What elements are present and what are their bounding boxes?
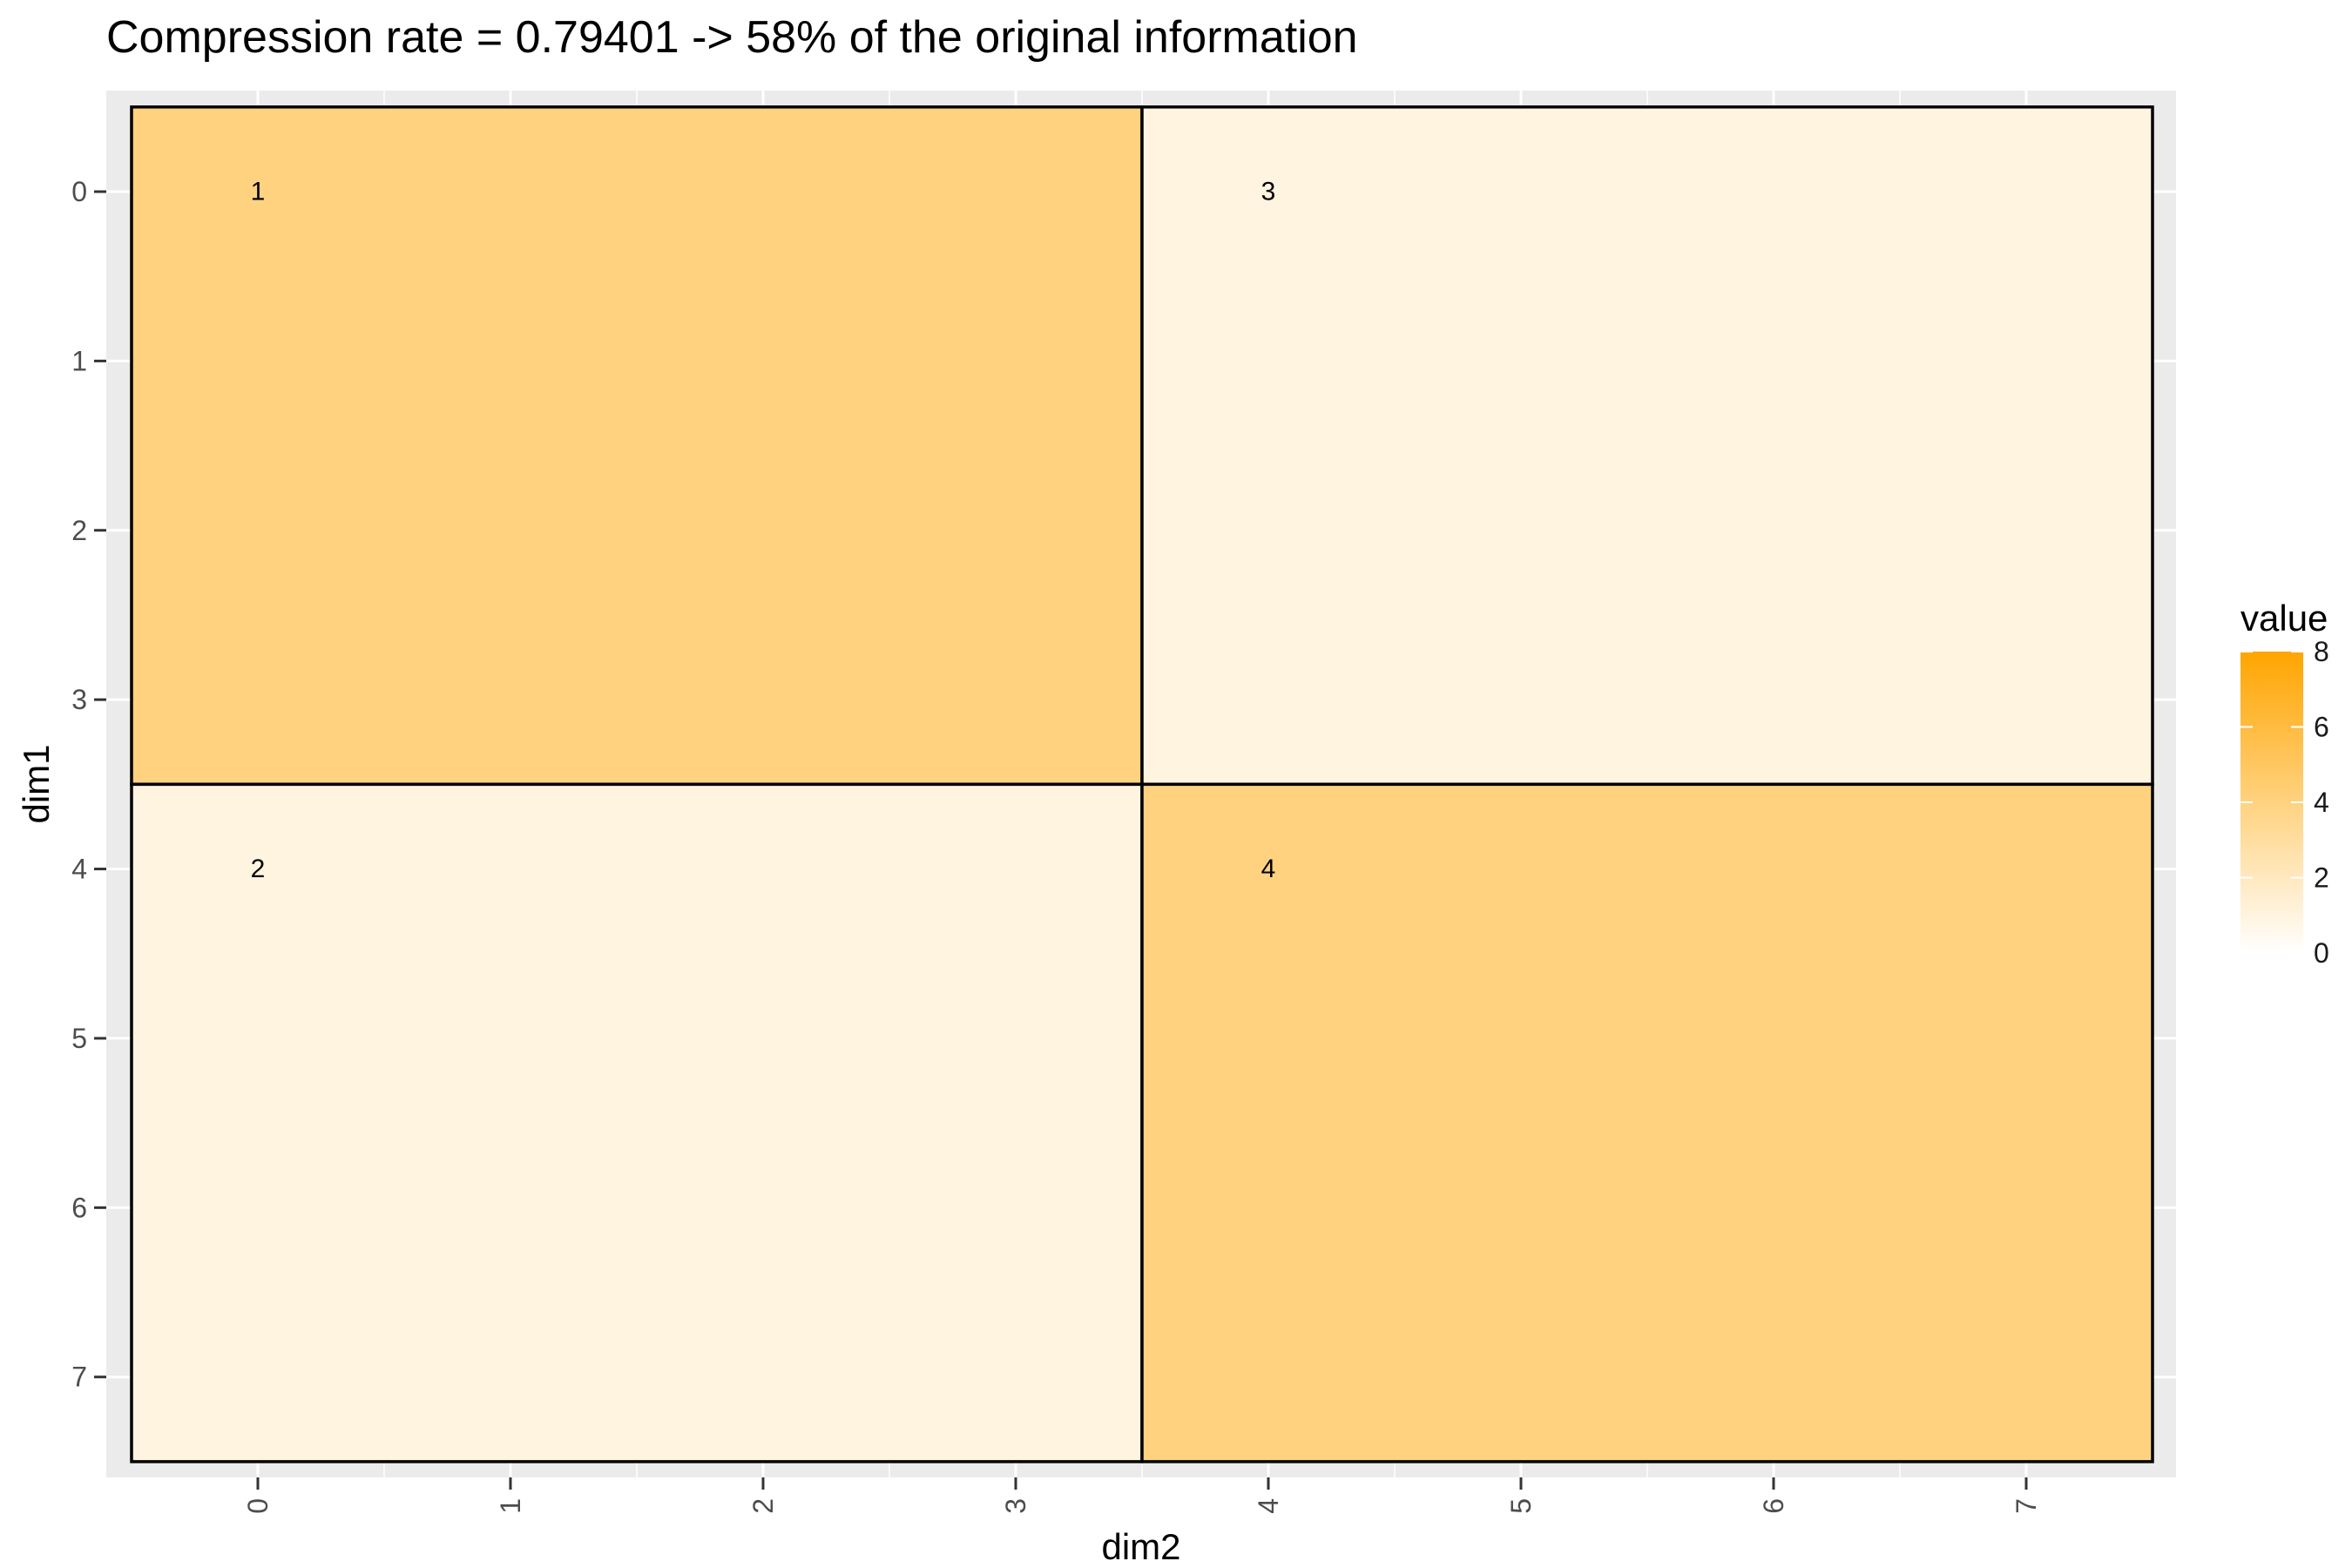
y-tick-label: 1 bbox=[71, 345, 87, 376]
y-tick-label: 5 bbox=[71, 1023, 87, 1054]
x-tick-label: 1 bbox=[495, 1498, 526, 1514]
y-tick-label: 3 bbox=[71, 684, 87, 715]
legend-tick-label: 8 bbox=[2314, 636, 2329, 667]
x-tick-label: 3 bbox=[1000, 1498, 1031, 1514]
y-tick-label: 6 bbox=[71, 1192, 87, 1223]
legend-tick-label: 4 bbox=[2314, 787, 2329, 818]
axes: 0 1 2 3 4 5 6 7 0 1 2 3 4 5 6 7 bbox=[71, 176, 2042, 1514]
block-label: 1 bbox=[251, 178, 266, 206]
x-tick-label: 7 bbox=[2011, 1498, 2042, 1514]
heatmap-block-1 bbox=[130, 105, 1144, 787]
heatmap-block-4 bbox=[1140, 782, 2154, 1463]
legend-tick-label: 6 bbox=[2314, 712, 2329, 743]
y-tick-label: 2 bbox=[71, 515, 87, 546]
y-axis-title: dim1 bbox=[16, 744, 57, 823]
heatmap-block-2 bbox=[130, 782, 1144, 1463]
x-tick-label: 5 bbox=[1505, 1498, 1537, 1514]
y-tick-label: 4 bbox=[71, 854, 87, 885]
block-label: 4 bbox=[1261, 855, 1276, 883]
block-label: 3 bbox=[1261, 178, 1276, 206]
x-axis-title: dim2 bbox=[1101, 1526, 1180, 1567]
x-tick-label: 0 bbox=[242, 1498, 274, 1514]
x-tick-label: 2 bbox=[747, 1498, 779, 1514]
chart-title: Compression rate = 0.79401 -> 58% of the… bbox=[106, 12, 1358, 63]
y-tick-label: 7 bbox=[71, 1362, 87, 1393]
x-tick-label: 4 bbox=[1253, 1498, 1284, 1514]
legend-title: value bbox=[2240, 598, 2328, 639]
x-tick-label: 6 bbox=[1758, 1498, 1789, 1514]
legend-tick-label: 0 bbox=[2314, 937, 2329, 969]
block-label: 2 bbox=[251, 855, 266, 883]
legend-tick-label: 2 bbox=[2314, 862, 2329, 894]
heatmap-block-3 bbox=[1140, 105, 2154, 787]
heatmap-cells: 1 3 2 4 bbox=[130, 105, 2154, 1463]
color-legend: value 0 2 4 6 8 bbox=[2240, 598, 2329, 969]
y-tick-label: 0 bbox=[71, 176, 87, 207]
